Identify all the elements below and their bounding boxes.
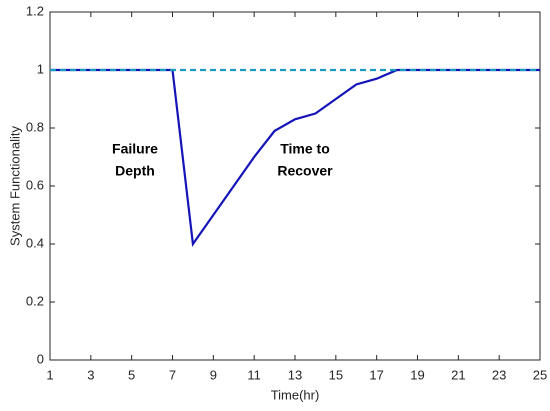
x-tick-label: 9 (210, 367, 217, 382)
x-tick-label: 13 (288, 367, 302, 382)
x-tick-label: 1 (46, 367, 53, 382)
x-tick-label: 25 (533, 367, 547, 382)
annotation: Recover (277, 163, 333, 179)
y-tick-label: 0.2 (26, 293, 44, 308)
y-tick-label: 0.8 (26, 119, 44, 134)
x-tick-label: 7 (169, 367, 176, 382)
plot-frame (49, 11, 541, 361)
y-tick-label: 1.2 (26, 3, 44, 18)
x-tick-label: 23 (492, 367, 506, 382)
x-tick-label: 5 (128, 367, 135, 382)
y-tick-label: 1 (37, 61, 44, 76)
x-tick-label: 15 (329, 367, 343, 382)
y-tick-label: 0 (37, 351, 44, 366)
annotation: Depth (115, 163, 155, 179)
y-tick-label: 0.6 (26, 177, 44, 192)
annotation: Failure (112, 141, 158, 157)
y-tick-label: 0.4 (26, 235, 44, 250)
y-axis-label: System Functionality (7, 126, 22, 246)
x-tick-label: 11 (247, 367, 261, 382)
x-axis-label: Time(hr) (271, 387, 320, 402)
annotation: Time to (280, 141, 330, 157)
x-tick-label: 21 (451, 367, 465, 382)
x-tick-label: 3 (87, 367, 94, 382)
x-tick-label: 17 (369, 367, 383, 382)
x-tick-label: 19 (410, 367, 424, 382)
